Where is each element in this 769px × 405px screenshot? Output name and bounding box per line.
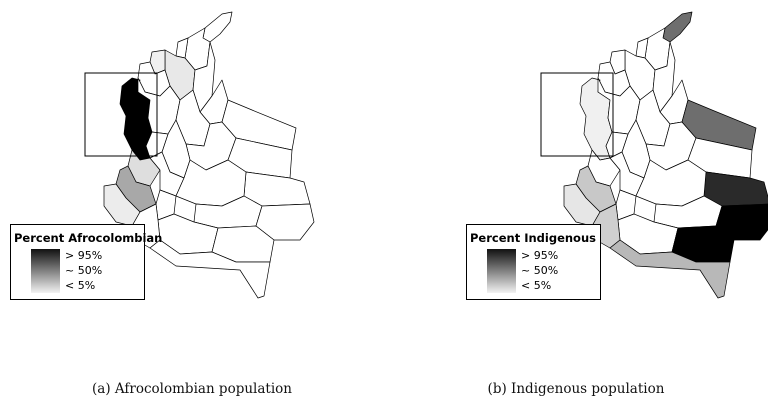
map-afrocolombian <box>84 11 315 299</box>
region-amazonas <box>609 239 731 299</box>
inset-frame <box>84 72 158 157</box>
legend-title: Percent Afrocolombian <box>14 231 163 245</box>
caption-label: (b) <box>487 381 507 397</box>
caption: (a) Afrocolombian population <box>0 381 384 397</box>
region-amazonas <box>149 239 271 299</box>
caption-label: (a) <box>92 381 111 397</box>
inset-frame <box>540 72 614 157</box>
panel-afrocolombian: Percent Afrocolombian > 95% ~ 50% < 5% (… <box>0 0 384 405</box>
legend: Percent Indigenous > 95% ~ 50% < 5% <box>466 224 601 300</box>
legend-label-mid: ~ 50% <box>65 264 103 277</box>
legend-label-high: > 95% <box>65 249 103 262</box>
panel-indigenous: Percent Indigenous > 95% ~ 50% < 5% (b) … <box>384 0 768 405</box>
legend-label-high: > 95% <box>521 249 559 262</box>
region-vichada <box>703 171 768 207</box>
legend-label-mid: ~ 50% <box>521 264 559 277</box>
map-indigenous <box>540 11 768 299</box>
region-meta <box>175 159 247 207</box>
caption: (b) Indigenous population <box>384 381 768 397</box>
legend: Percent Afrocolombian > 95% ~ 50% < 5% <box>10 224 162 300</box>
region-guajira <box>662 11 693 43</box>
legend-label-low: < 5% <box>521 279 552 292</box>
region-vichada <box>243 171 311 207</box>
region-guajira <box>202 11 233 43</box>
region-meta <box>635 159 707 207</box>
legend-gradient <box>31 249 60 293</box>
legend-title: Percent Indigenous <box>470 231 596 245</box>
legend-label-low: < 5% <box>65 279 96 292</box>
caption-text: Afrocolombian population <box>114 381 292 397</box>
caption-text: Indigenous population <box>511 381 665 397</box>
legend-gradient <box>487 249 516 293</box>
